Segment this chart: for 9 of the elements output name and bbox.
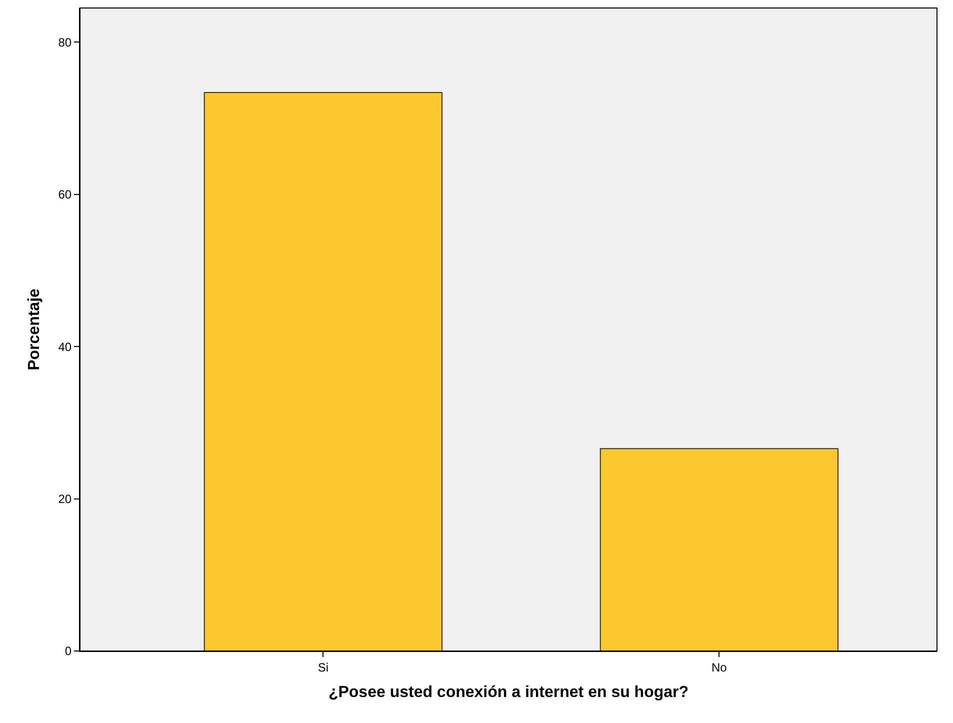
y-tick-label: 40 (58, 340, 72, 354)
x-axis-title: ¿Posee usted conexión a internet en su hogar? (328, 684, 689, 702)
x-tick-label: No (712, 660, 728, 674)
y-axis-title: Porcentaje (26, 288, 44, 370)
y-tick-label: 20 (58, 492, 72, 506)
x-tick-label: Si (318, 660, 328, 674)
y-tick-label: 80 (58, 35, 72, 50)
y-tick-label: 60 (58, 188, 72, 202)
y-tick-label: 0 (64, 644, 72, 658)
